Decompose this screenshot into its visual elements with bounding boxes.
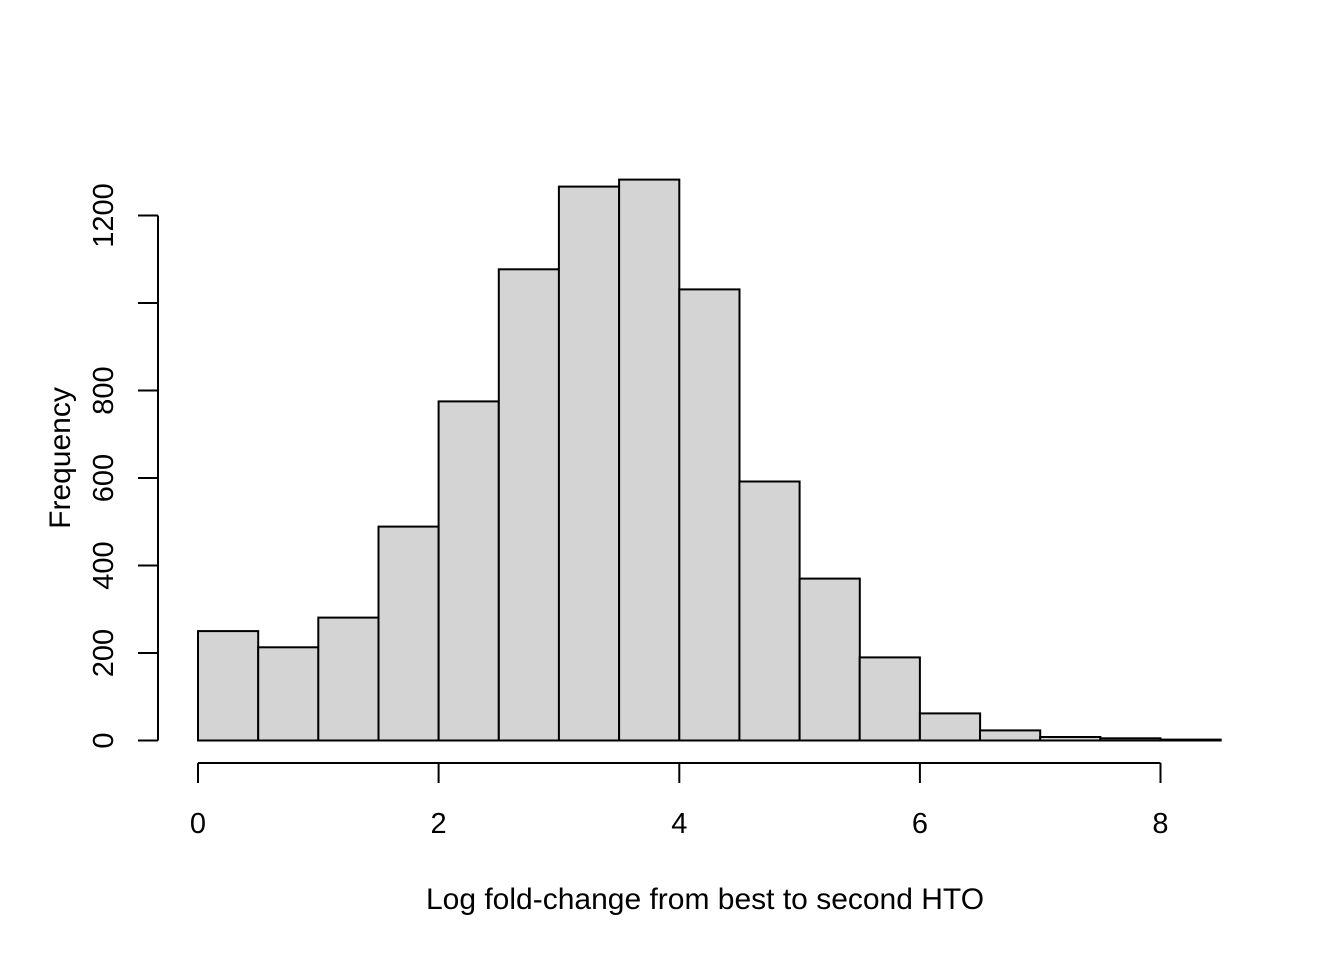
histogram-bar bbox=[497, 268, 560, 742]
histogram-bar bbox=[738, 480, 801, 742]
y-axis-tick-label: 800 bbox=[88, 366, 120, 414]
histogram-bar bbox=[257, 646, 320, 742]
histogram-bar bbox=[317, 616, 380, 742]
y-axis-tick-label: 1200 bbox=[88, 183, 120, 248]
axes-group: 0 200 400 600 800 1200 0 2 4 6 8 bbox=[88, 183, 1169, 840]
histogram-bar bbox=[618, 178, 681, 742]
y-axis-tick-label: 400 bbox=[88, 541, 120, 589]
histogram-bar bbox=[1039, 736, 1102, 742]
x-axis-title: Log fold-change from best to second HTO bbox=[426, 883, 984, 916]
histogram-bar bbox=[1159, 738, 1222, 742]
y-axis-tick-label: 200 bbox=[88, 629, 120, 677]
x-axis-tick-label: 8 bbox=[1152, 808, 1168, 840]
histogram-bar bbox=[377, 525, 440, 742]
histogram-bar bbox=[678, 288, 741, 742]
histogram-bar bbox=[918, 712, 982, 742]
x-axis-tick-label: 0 bbox=[190, 808, 206, 840]
histogram-bar bbox=[197, 630, 260, 742]
histogram-bar bbox=[858, 656, 921, 742]
histogram-bar bbox=[557, 185, 621, 742]
bars-group bbox=[197, 178, 1222, 742]
y-axis-tick-label: 0 bbox=[88, 732, 120, 748]
x-axis-tick-label: 6 bbox=[912, 808, 928, 840]
y-axis-tick-label: 600 bbox=[88, 454, 120, 502]
y-axis-title: Frequency bbox=[44, 387, 77, 529]
x-axis-tick-label: 4 bbox=[671, 808, 687, 840]
histogram-bar bbox=[1099, 737, 1162, 742]
x-axis-tick-label: 2 bbox=[431, 808, 447, 840]
histogram-bar bbox=[437, 400, 500, 742]
histogram-bar bbox=[979, 729, 1042, 742]
histogram-bar bbox=[798, 577, 861, 742]
